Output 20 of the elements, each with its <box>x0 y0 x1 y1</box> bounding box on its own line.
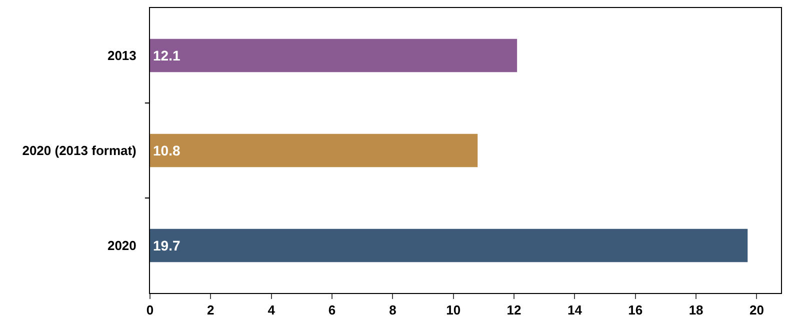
x-tick-label: 14 <box>567 302 583 318</box>
y-tick-label: 2020 (2013 format) <box>22 143 136 158</box>
y-tick-label: 2020 <box>107 238 136 254</box>
bar <box>150 134 478 168</box>
data-label: 19.7 <box>153 238 180 254</box>
x-tick-label: 0 <box>146 302 154 318</box>
x-tick-label: 8 <box>389 302 396 318</box>
x-tick-label: 10 <box>446 302 461 318</box>
data-label: 10.8 <box>153 142 180 159</box>
data-label: 12.1 <box>153 48 180 64</box>
x-tick-label: 4 <box>268 302 276 318</box>
x-tick-label: 12 <box>506 302 522 318</box>
x-tick-label: 16 <box>628 302 643 318</box>
bar <box>150 38 518 72</box>
y-tick-label: 2013 <box>107 48 136 64</box>
bar <box>150 228 748 262</box>
x-tick-label: 18 <box>688 302 704 318</box>
x-tick-label: 6 <box>328 302 336 318</box>
x-tick-label: 20 <box>749 302 764 318</box>
x-tick-label: 2 <box>207 302 214 318</box>
